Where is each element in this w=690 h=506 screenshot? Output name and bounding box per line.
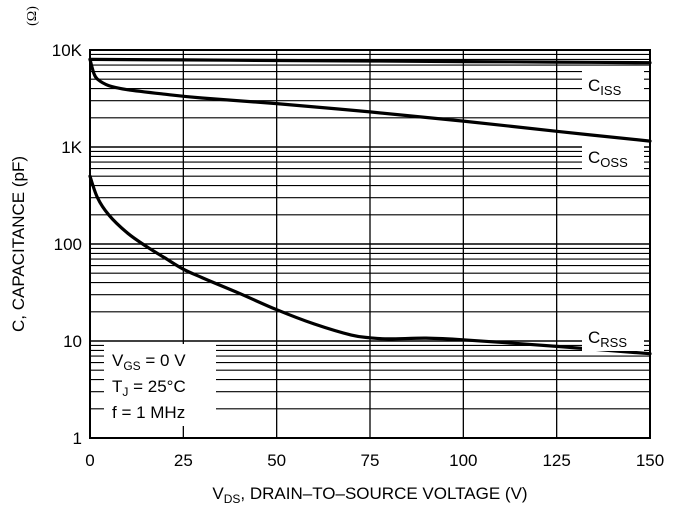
stray-ohm-label: (Ω) bbox=[25, 6, 40, 26]
condition-line: f = 1 MHz bbox=[112, 403, 185, 422]
y-tick-label: 1K bbox=[61, 138, 82, 157]
x-tick-label: 0 bbox=[85, 451, 94, 470]
series-lines bbox=[88, 57, 652, 356]
series-line-oss bbox=[88, 57, 652, 143]
y-tick-label: 1 bbox=[73, 429, 82, 448]
series-label-bg bbox=[582, 323, 644, 351]
series-label-oss: COSS bbox=[588, 148, 628, 170]
x-axis-title: VDS, DRAIN–TO–SOURCE VOLTAGE (V) bbox=[212, 484, 527, 506]
condition-line: TJ = 25°C bbox=[112, 377, 186, 399]
series-label-bg bbox=[582, 71, 644, 99]
series-label-bg bbox=[582, 143, 644, 171]
x-tick-label: 50 bbox=[267, 451, 286, 470]
y-tick-label: 100 bbox=[54, 235, 82, 254]
axis-ticks: 0 25 50 75 100 125 150 1 10 100 1K 10K bbox=[52, 41, 664, 470]
y-tick-label: 10 bbox=[63, 332, 82, 351]
conditions-bg bbox=[104, 344, 216, 426]
y-tick-label: 10K bbox=[52, 41, 83, 60]
condition-line: VGS = 0 V bbox=[112, 351, 186, 373]
series-line-rss bbox=[88, 174, 652, 356]
series-label-rss: CRSS bbox=[588, 328, 627, 350]
x-tick-label: 75 bbox=[361, 451, 380, 470]
y-axis-title: C, CAPACITANCE (pF) bbox=[9, 156, 28, 332]
x-tick-label: 25 bbox=[174, 451, 193, 470]
x-tick-label: 125 bbox=[542, 451, 570, 470]
series-line-iss bbox=[88, 57, 652, 65]
x-tick-label: 150 bbox=[636, 451, 664, 470]
series-labels: CISS COSS CRSS bbox=[582, 71, 644, 351]
conditions-box: VGS = 0 V TJ = 25°C f = 1 MHz bbox=[104, 344, 216, 426]
x-tick-label: 100 bbox=[449, 451, 477, 470]
series-label-iss: CISS bbox=[588, 76, 622, 98]
plot-frame bbox=[89, 49, 651, 439]
